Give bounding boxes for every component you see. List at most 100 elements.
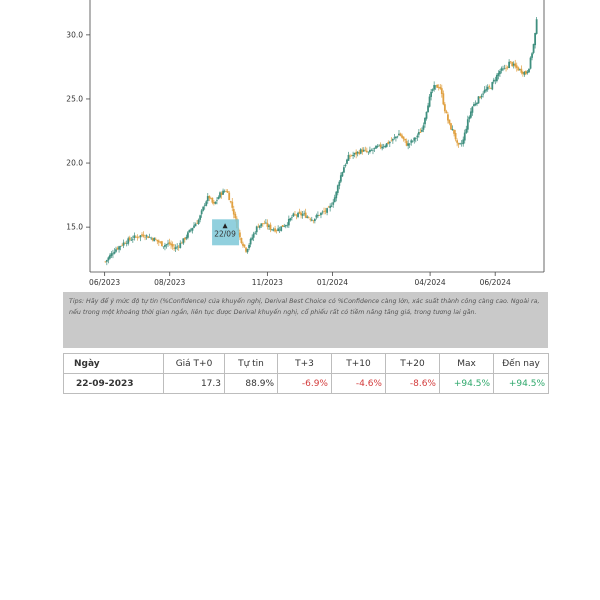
header-t3: T+3 bbox=[277, 353, 332, 374]
candle-body bbox=[277, 228, 280, 232]
candle-body bbox=[291, 217, 293, 218]
candle-body bbox=[130, 239, 133, 241]
candle-body bbox=[315, 215, 318, 218]
candle-body bbox=[335, 191, 338, 199]
candle-body bbox=[405, 141, 408, 146]
cell-t20: -8.6% bbox=[385, 373, 440, 394]
candle-body bbox=[280, 226, 283, 231]
x-tick-label: 01/2024 bbox=[317, 278, 348, 287]
candle-body bbox=[266, 222, 269, 227]
candle-body bbox=[294, 214, 296, 215]
candle-body bbox=[312, 220, 315, 222]
table-row: 22-09-2023 17.3 88.9% -6.9% -4.6% -8.6% … bbox=[63, 373, 549, 394]
candle-body bbox=[118, 246, 120, 250]
candle-body bbox=[317, 214, 319, 217]
candle-body bbox=[326, 208, 328, 213]
candle-body bbox=[257, 226, 260, 228]
candle-body bbox=[474, 103, 477, 106]
candle-body bbox=[523, 72, 526, 75]
candle-body bbox=[301, 214, 304, 216]
candle-body bbox=[338, 181, 341, 186]
candle-body bbox=[531, 53, 533, 58]
candle-body bbox=[147, 236, 150, 239]
candle-body bbox=[528, 68, 530, 73]
candle-body bbox=[499, 71, 501, 75]
candle-body bbox=[283, 226, 286, 227]
candle-body bbox=[489, 88, 492, 89]
candle-body bbox=[260, 223, 263, 226]
candle-body bbox=[448, 119, 451, 124]
candle-body bbox=[479, 97, 481, 99]
candle-body bbox=[492, 79, 495, 82]
candle-body bbox=[408, 143, 411, 145]
candle-body bbox=[482, 93, 485, 95]
candle-body bbox=[437, 87, 440, 88]
candle-body bbox=[434, 85, 437, 87]
candle-body bbox=[108, 255, 111, 259]
candle-body bbox=[320, 212, 322, 216]
candle-body bbox=[298, 211, 301, 214]
x-tick-label: 11/2023 bbox=[252, 278, 283, 287]
candle-body bbox=[180, 242, 183, 244]
header-max: Max bbox=[439, 353, 494, 374]
candle-body bbox=[191, 227, 194, 231]
candle-body bbox=[160, 241, 163, 247]
candle-body bbox=[332, 202, 335, 205]
candle-body bbox=[535, 19, 538, 34]
candle-body bbox=[476, 102, 478, 105]
candle-body bbox=[115, 249, 117, 252]
candle-body bbox=[486, 86, 489, 90]
candle-body bbox=[333, 197, 336, 203]
candle-body bbox=[176, 246, 179, 248]
candle-body bbox=[144, 237, 146, 239]
x-tick-label: 06/2023 bbox=[89, 278, 120, 287]
candle-body bbox=[272, 229, 275, 231]
candle-body bbox=[208, 195, 211, 199]
candle-body bbox=[460, 143, 463, 145]
candle-body bbox=[436, 84, 439, 88]
candle-body bbox=[243, 244, 246, 247]
candle-body bbox=[168, 242, 171, 245]
candle-body bbox=[367, 151, 370, 153]
candle-body bbox=[206, 196, 209, 202]
y-tick-label: 15.0 bbox=[66, 223, 83, 232]
candle-body bbox=[497, 73, 500, 76]
candle-body bbox=[466, 119, 469, 130]
candle-body bbox=[212, 202, 215, 204]
cell-t10: -4.6% bbox=[331, 373, 386, 394]
candle-body bbox=[517, 67, 520, 71]
candle-body bbox=[525, 70, 527, 75]
candle-body bbox=[156, 239, 159, 242]
cell-t3: -6.9% bbox=[277, 373, 332, 394]
candle-body bbox=[402, 136, 405, 140]
candle-body bbox=[258, 225, 261, 228]
candle-body bbox=[188, 229, 191, 233]
candle-body bbox=[251, 237, 254, 240]
candle-body bbox=[278, 229, 281, 231]
candle-body bbox=[350, 155, 353, 157]
y-tick-label: 25.0 bbox=[66, 94, 83, 103]
candle-body bbox=[225, 191, 228, 192]
y-tick-label: 20.0 bbox=[66, 159, 83, 168]
candle-body bbox=[398, 133, 400, 136]
candle-body bbox=[254, 232, 257, 234]
plot-frame bbox=[89, 0, 545, 273]
candle-body bbox=[142, 234, 145, 237]
x-tick-label: 08/2023 bbox=[154, 278, 185, 287]
candle-body bbox=[491, 82, 494, 90]
recommendation-highlight: 22/09 bbox=[212, 219, 240, 246]
candle-body bbox=[511, 62, 514, 66]
candle-body bbox=[134, 236, 137, 238]
candle-body bbox=[414, 138, 417, 139]
header-price-t0: Giá T+0 bbox=[163, 353, 225, 374]
candle-body bbox=[521, 71, 524, 74]
candle-body bbox=[197, 219, 200, 224]
candle-body bbox=[275, 230, 278, 231]
candle-body bbox=[252, 233, 255, 238]
candle-body bbox=[116, 248, 119, 250]
candle-body bbox=[162, 246, 165, 248]
candle-body bbox=[416, 135, 419, 138]
candle-body bbox=[373, 147, 376, 149]
up-arrow-icon bbox=[222, 223, 228, 229]
candle-body bbox=[336, 185, 339, 193]
